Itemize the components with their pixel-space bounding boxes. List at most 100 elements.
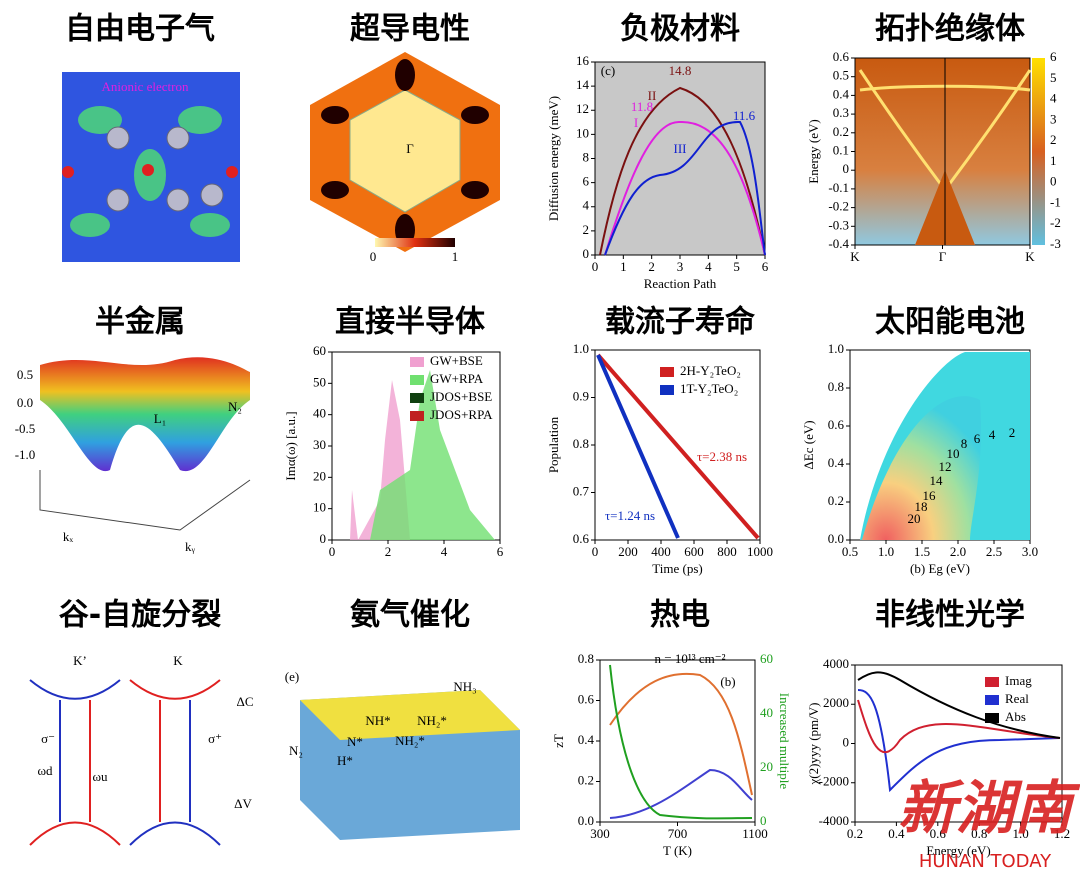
x-tick-label: 0.4 (888, 826, 905, 841)
annotation: τ=1.24 ns (605, 508, 655, 523)
y-tick-label: 30 (313, 437, 326, 452)
x-tick-label: 2.0 (950, 544, 966, 559)
y2-tick-label: 5 (1050, 70, 1057, 85)
y-axis-label: ΔEc (eV) (801, 420, 816, 469)
y-tick-label: 8 (583, 149, 590, 164)
watermark: 新湖南 (898, 774, 1080, 842)
annotation: III (674, 141, 687, 156)
y2-axis-label: Increased multiple (777, 693, 792, 790)
x-axis-label: T (K) (663, 843, 692, 858)
y-tick-label: 4000 (823, 656, 849, 671)
x-tick-label: 4 (441, 544, 448, 559)
x-tick-label: 1000 (747, 544, 773, 559)
x-tick-label: 0 (329, 544, 336, 559)
annotation: (e) (285, 669, 299, 684)
panel-title: 超导电性 (350, 12, 470, 47)
y-tick-label: 0 (320, 531, 327, 546)
panel-title: 载流子寿命 (605, 305, 756, 340)
y-axis-label: χ(2)yyy (pm/V) (806, 703, 821, 786)
annotation: 8 (961, 436, 968, 451)
watermark-sub: HUNAN TODAY (919, 851, 1052, 872)
x-axis-label: Time (ps) (652, 561, 702, 576)
x-tick-label: Γ (939, 249, 947, 264)
annotation: N* (347, 734, 363, 749)
y-tick-label: 0.0 (578, 813, 594, 828)
annotation: 10 (947, 446, 960, 461)
x-tick-label: 1.0 (1012, 826, 1028, 841)
y-tick-label: 0.2 (833, 124, 849, 139)
y-tick-label: 0.4 (578, 732, 595, 747)
y2-tick-label: 20 (760, 759, 773, 774)
y-tick-label: 0.1 (833, 142, 849, 157)
annotation: N₂ (289, 743, 303, 758)
panel-title: 负极材料 (620, 12, 740, 47)
y-tick-label: 0.9 (573, 388, 589, 403)
annotation: 14 (930, 473, 944, 488)
annotation: 6 (974, 431, 981, 446)
y-tick-label: 2000 (823, 695, 849, 710)
y-tick-label: 0.2 (828, 493, 844, 508)
annotation: NH₂* (417, 713, 447, 728)
x-tick-label: 300 (590, 826, 610, 841)
y2-tick-label: -2 (1050, 215, 1061, 230)
legend-swatch (660, 385, 674, 395)
y-tick-label: -2000 (819, 774, 849, 789)
y2-tick-label: 4 (1050, 91, 1057, 106)
x-axis-label: Reaction Path (644, 276, 717, 291)
x-tick-label: 1 (620, 259, 627, 274)
annotation: 18 (915, 499, 928, 514)
y2-tick-label: 0 (1050, 174, 1057, 189)
y2-tick-label: 2 (1050, 132, 1057, 147)
x-tick-label: 0.8 (971, 826, 987, 841)
x-tick-label: 200 (618, 544, 638, 559)
annotation: 11.6 (733, 108, 756, 123)
legend-swatch (410, 357, 424, 367)
x-tick-label: K (1025, 249, 1035, 264)
y-tick-label: 60 (313, 343, 326, 358)
y2-tick-label: -3 (1050, 236, 1061, 251)
annotation: 12 (939, 459, 952, 474)
y-axis-label: Imα(ω) [a.u.] (283, 411, 298, 480)
y-tick-label: 0.4 (828, 455, 845, 470)
annotation: ΔC (236, 694, 253, 709)
x-tick-label: 0 (592, 544, 599, 559)
y-tick-label: 10 (576, 125, 589, 140)
y-tick-label: -0.1 (828, 180, 849, 195)
x-tick-label: 1.2 (1054, 826, 1070, 841)
annotation: -1.0 (15, 447, 36, 462)
y-tick-label: 0 (843, 734, 850, 749)
y-tick-label: -4000 (819, 813, 849, 828)
annotation: I (634, 115, 638, 130)
panel-title: 自由电子气 (65, 12, 215, 47)
panel-title: 谷-自旋分裂 (59, 598, 221, 633)
annotation: K’ (73, 653, 87, 668)
x-tick-label: K (850, 249, 860, 264)
y-tick-label: 0 (583, 246, 590, 261)
annotation: ωu (92, 769, 108, 784)
y-tick-label: 0.6 (578, 691, 595, 706)
panel-title: 直接半导体 (335, 305, 486, 340)
x-tick-label: 1.5 (914, 544, 930, 559)
annotation: K (173, 653, 183, 668)
x-tick-label: 6 (497, 544, 504, 559)
y-axis-label: Diffusion energy (meV) (546, 96, 561, 221)
y-tick-label: 0.6 (828, 417, 845, 432)
legend-swatch (985, 695, 999, 705)
annotation: 0 (370, 249, 377, 264)
y-tick-label: 0.0 (828, 531, 844, 546)
x-tick-label: 0 (592, 259, 599, 274)
x-tick-label: 0.2 (847, 826, 863, 841)
y-tick-label: 50 (313, 374, 326, 389)
annotation: kᵧ (185, 539, 196, 555)
x-axis-label: Energy (eV) (926, 843, 990, 858)
annotation: ωd (37, 763, 53, 778)
annotation: 11.8 (631, 99, 653, 114)
y-tick-label: 16 (576, 53, 590, 68)
y-tick-label: 6 (583, 174, 590, 189)
x-tick-label: 700 (668, 826, 688, 841)
annotation: N₂ (228, 399, 242, 414)
annotation: kₓ (63, 529, 74, 544)
y-tick-label: 0.8 (573, 436, 589, 451)
legend-swatch (985, 677, 999, 687)
legend-label: Abs (1005, 709, 1026, 724)
